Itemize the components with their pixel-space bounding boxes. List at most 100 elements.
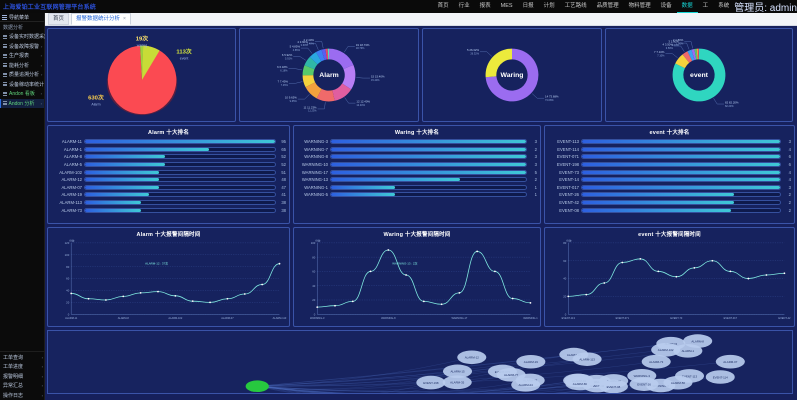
data-point[interactable]	[122, 295, 125, 298]
donut-slice[interactable]	[682, 51, 693, 63]
table-row[interactable]: ALARM-07 47	[51, 184, 286, 192]
data-point[interactable]	[369, 270, 372, 273]
table-row[interactable]: EVENT-73 4	[548, 168, 791, 176]
donut-slice[interactable]	[309, 51, 322, 65]
donut-slice[interactable]	[485, 48, 539, 102]
data-point[interactable]	[70, 292, 73, 295]
data-point[interactable]	[783, 272, 786, 275]
waring-donut-canvas[interactable]: 14 73.68% 73.68% 5 26.32% 26.32% Waring	[423, 29, 601, 121]
graph-node[interactable]	[651, 343, 681, 357]
graph-root-node[interactable]	[245, 380, 269, 393]
data-point[interactable]	[511, 297, 514, 300]
table-row[interactable]: ALARM-73 38	[51, 206, 286, 214]
data-point[interactable]	[226, 297, 229, 300]
graph-node[interactable]	[416, 375, 446, 390]
nav-item-12[interactable]: 系统	[718, 3, 730, 9]
sidebar-item-5[interactable]: 设备稼动率统计›	[0, 80, 47, 90]
table-row[interactable]: WARNING-3 3	[297, 138, 537, 146]
nav-item-4[interactable]: 日报	[522, 3, 534, 9]
donut-slice[interactable]	[304, 56, 318, 70]
donut-slice[interactable]	[698, 48, 699, 60]
graph-node[interactable]	[572, 352, 602, 366]
table-row[interactable]: ALARM-12 48	[51, 176, 286, 184]
nav-item-2[interactable]: 报表	[479, 3, 491, 9]
donut-slice[interactable]	[316, 88, 335, 102]
donut-slice[interactable]	[675, 54, 690, 69]
table-row[interactable]: ALARM-102 51	[51, 168, 286, 176]
alarm-detail-donut-canvas[interactable]: 19 18.73% 18.73% 15 15.40% 15.40% 12 12.40% 1…	[240, 29, 418, 121]
graph-node[interactable]	[496, 368, 526, 382]
table-row[interactable]: EVENT-198 6	[548, 161, 791, 169]
table-row[interactable]: ALARM-1 65	[51, 146, 286, 154]
donut-slice[interactable]	[305, 82, 322, 99]
data-point[interactable]	[405, 274, 407, 276]
data-point[interactable]	[729, 270, 732, 273]
data-point[interactable]	[585, 293, 588, 296]
donut-slice[interactable]	[691, 48, 697, 60]
table-row[interactable]: EVENT-08 2	[548, 206, 791, 214]
data-point[interactable]	[105, 299, 107, 301]
table-row[interactable]: EVENT-114 4	[548, 146, 791, 154]
table-row[interactable]: ALARM-11 95	[51, 138, 286, 146]
donut-slice[interactable]	[342, 64, 356, 90]
data-point[interactable]	[711, 259, 714, 262]
data-point[interactable]	[494, 270, 496, 273]
tab-1[interactable]: 报警数据统计分析 ×	[71, 13, 131, 25]
table-row[interactable]: ALARM-5 52	[51, 161, 286, 169]
nav-item-0[interactable]: 首页	[437, 3, 449, 9]
data-point[interactable]	[261, 283, 264, 286]
graph-node[interactable]	[641, 354, 671, 369]
sidebar-header[interactable]: 导航菜单	[0, 13, 44, 22]
nav-item-9[interactable]: 设备	[660, 3, 672, 9]
table-row[interactable]: WARNING-5 1	[297, 191, 537, 199]
nav-item-7[interactable]: 品质管理	[596, 3, 619, 9]
donut-slice[interactable]	[694, 48, 698, 60]
table-row[interactable]: ALARM-113 38	[51, 199, 286, 207]
data-point[interactable]	[174, 294, 177, 297]
table-row[interactable]: WARNING-8 3	[297, 153, 537, 161]
donut-slice[interactable]	[329, 48, 354, 69]
graph-node[interactable]	[598, 379, 628, 393]
graph-node[interactable]	[442, 364, 473, 379]
table-row[interactable]: WARNING-13 2	[297, 176, 537, 184]
table-row[interactable]: EVENT-26 2	[548, 191, 791, 199]
table-row[interactable]: EVENT-017 3	[548, 184, 791, 192]
graph-node[interactable]	[629, 377, 659, 391]
sidebar-item-4[interactable]: 质量追溯分析 ›	[0, 70, 44, 80]
sidebar-item-3[interactable]: 能耗分析 ›	[0, 61, 44, 71]
table-row[interactable]: EVENT-42 2	[548, 199, 791, 207]
donut-slice[interactable]	[672, 48, 726, 102]
table-row[interactable]: WARNING-10 3	[297, 161, 537, 169]
data-point[interactable]	[639, 258, 642, 260]
event-donut-canvas[interactable]: 82 82.20% 82.20% 7 7.10% 7.10% 4 3.50% 3.50% 3…	[606, 29, 792, 121]
graph-node[interactable]	[516, 354, 546, 369]
data-point[interactable]	[243, 293, 246, 295]
nav-item-8[interactable]: 物料管理	[628, 3, 651, 9]
graph-node[interactable]	[511, 378, 541, 392]
data-point[interactable]	[567, 295, 570, 298]
sidebar-bottom-item-1[interactable]: 工单进度 ›	[0, 362, 45, 372]
data-point[interactable]	[693, 266, 696, 269]
table-row[interactable]: ALARM-8 52	[51, 153, 286, 161]
data-point[interactable]	[316, 306, 319, 309]
table-row[interactable]: WARNING-17 5	[297, 168, 537, 176]
sidebar-item-2[interactable]: 生产报表 ›	[0, 51, 44, 61]
alarm-type-pie-canvas[interactable]: 19次 waring 113次 event 630次 Alarm	[48, 29, 235, 121]
data-point[interactable]	[139, 291, 142, 294]
data-point[interactable]	[657, 270, 660, 273]
graph-node[interactable]	[457, 350, 487, 365]
data-point[interactable]	[603, 282, 606, 284]
nav-item-1[interactable]: 行业	[458, 3, 470, 9]
donut-slice[interactable]	[325, 48, 329, 60]
data-point[interactable]	[209, 301, 211, 304]
sidebar-item-1[interactable]: 设备故障报警 ›	[0, 42, 44, 52]
donut-slice[interactable]	[332, 83, 352, 101]
alarm-interval-canvas[interactable]: 120 100 80 60 40 20 0 ALARM-11 ALARM-8 ALARM-102 A…	[48, 237, 289, 326]
table-row[interactable]: EVENT-113 3	[548, 138, 791, 146]
data-point[interactable]	[334, 304, 336, 307]
table-row[interactable]: EVENT-071 6	[548, 153, 791, 161]
data-point[interactable]	[440, 303, 443, 306]
close-icon[interactable]: ×	[123, 16, 126, 22]
data-point[interactable]	[422, 300, 425, 303]
donut-slice[interactable]	[302, 75, 316, 88]
